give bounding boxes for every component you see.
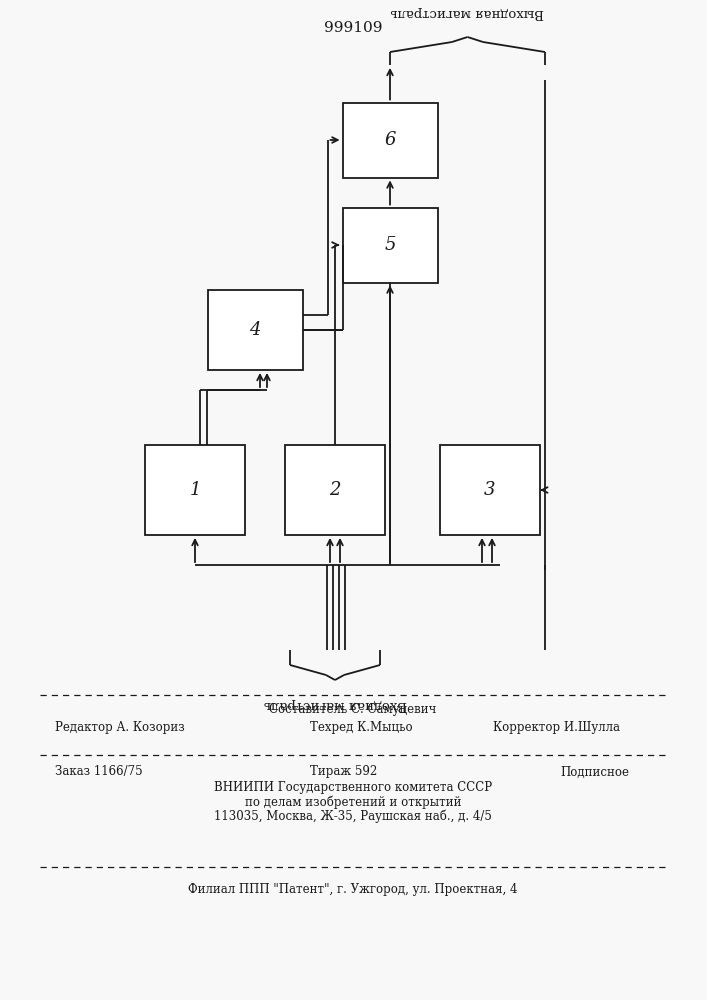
Text: 4: 4 <box>250 321 261 339</box>
Bar <box>342 208 438 282</box>
Text: Составитель С. Самуцевич: Составитель С. Самуцевич <box>269 704 437 716</box>
Bar <box>440 445 540 535</box>
Text: ВНИИПИ Государственного комитета СССР: ВНИИПИ Государственного комитета СССР <box>214 782 492 794</box>
Text: 6: 6 <box>384 131 396 149</box>
Text: Редактор А. Козориз: Редактор А. Козориз <box>55 722 185 734</box>
Text: 3: 3 <box>484 481 496 499</box>
Bar <box>285 445 385 535</box>
Text: 2: 2 <box>329 481 341 499</box>
Bar <box>207 290 303 370</box>
Text: 999109: 999109 <box>324 21 382 35</box>
Text: Входная магистраль: Входная магистраль <box>264 698 407 711</box>
Text: 1: 1 <box>189 481 201 499</box>
Text: Заказ 1166/75: Заказ 1166/75 <box>55 766 143 778</box>
Text: по делам изобретений и открытий: по делам изобретений и открытий <box>245 795 461 809</box>
Text: Корректор И.Шулла: Корректор И.Шулла <box>493 722 620 734</box>
Text: 113035, Москва, Ж-35, Раушская наб., д. 4/5: 113035, Москва, Ж-35, Раушская наб., д. … <box>214 809 492 823</box>
Text: 5: 5 <box>384 236 396 254</box>
Text: Подписное: Подписное <box>560 766 629 778</box>
Text: Техред К.Мыцьо: Техред К.Мыцьо <box>310 722 413 734</box>
Text: Филиал ППП "Патент", г. Ужгород, ул. Проектная, 4: Филиал ППП "Патент", г. Ужгород, ул. Про… <box>188 884 518 896</box>
Bar <box>145 445 245 535</box>
Text: Тираж 592: Тираж 592 <box>310 766 378 778</box>
Bar <box>342 103 438 178</box>
Text: Выходная магистраль: Выходная магистраль <box>391 6 544 19</box>
